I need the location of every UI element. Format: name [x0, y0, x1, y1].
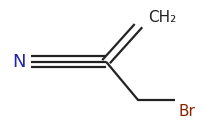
Text: Br: Br: [179, 104, 196, 119]
Text: CH₂: CH₂: [149, 10, 177, 25]
Text: N: N: [12, 53, 26, 71]
